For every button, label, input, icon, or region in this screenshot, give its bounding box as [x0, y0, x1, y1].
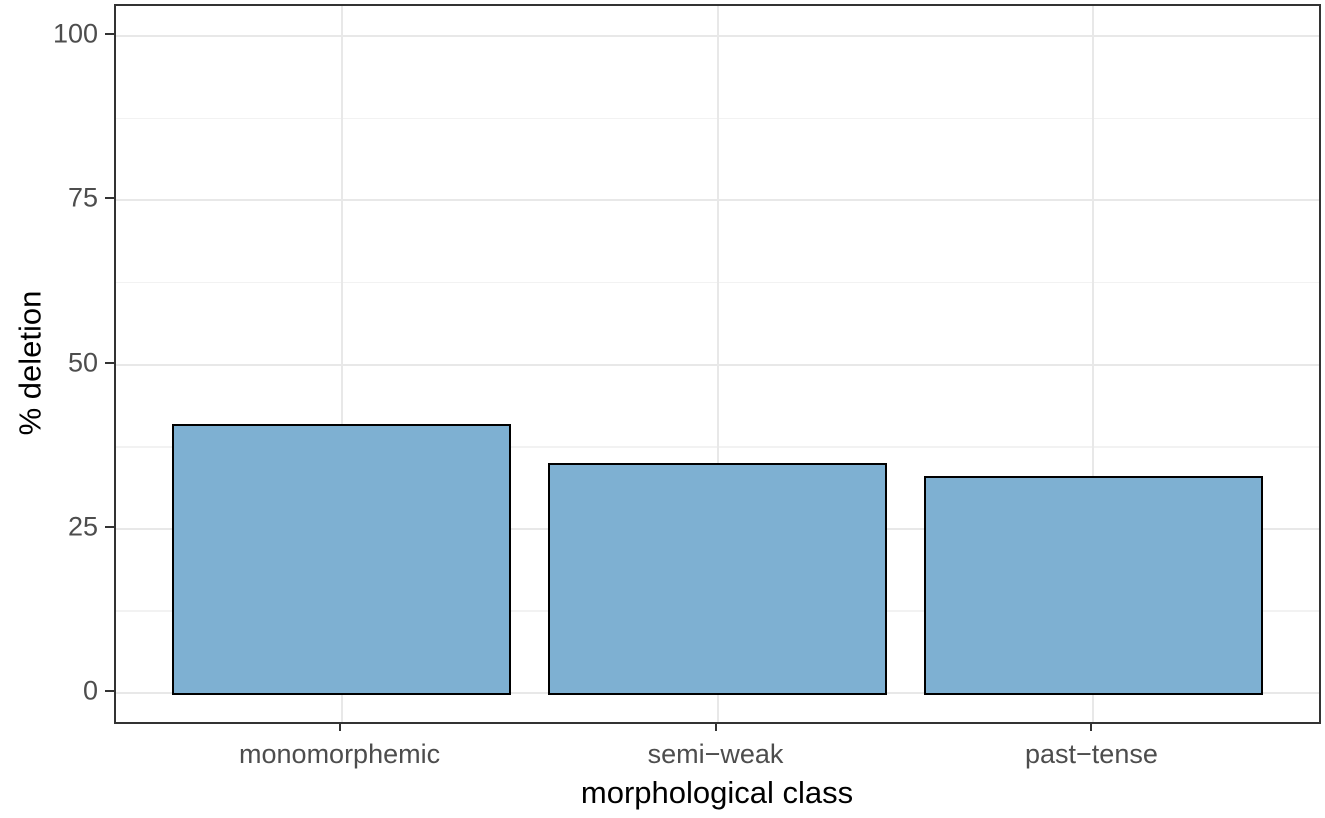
- y-axis-tick: [105, 690, 114, 692]
- major-gridline-vertical: [1092, 6, 1095, 722]
- x-axis-tick: [714, 722, 717, 731]
- x-axis-tick: [1090, 722, 1093, 731]
- y-tick-label: 25: [67, 511, 98, 542]
- x-axis-title: morphological class: [580, 775, 854, 810]
- y-tick-label: 0: [82, 675, 98, 706]
- y-tick-label: 50: [67, 347, 98, 377]
- bar-past−tense: [924, 476, 1263, 695]
- major-gridline-vertical: [716, 6, 719, 722]
- y-tick-label: 100: [52, 18, 98, 49]
- bar-monomorphemic: [172, 423, 511, 695]
- x-tick-label: monomorphemic: [239, 739, 441, 769]
- y-axis-tick: [105, 525, 114, 528]
- y-tick-label: 75: [67, 182, 98, 213]
- bar-semi−weak: [548, 463, 887, 695]
- x-tick-label: semi−weak: [647, 739, 784, 769]
- y-axis-tick: [105, 361, 114, 364]
- y-axis-tick: [105, 197, 114, 200]
- major-gridline-vertical: [340, 6, 343, 722]
- plot-panel: [114, 4, 1321, 724]
- x-axis-tick: [338, 722, 341, 731]
- x-tick-label: past−tense: [1025, 739, 1158, 769]
- y-axis-tick: [105, 33, 114, 35]
